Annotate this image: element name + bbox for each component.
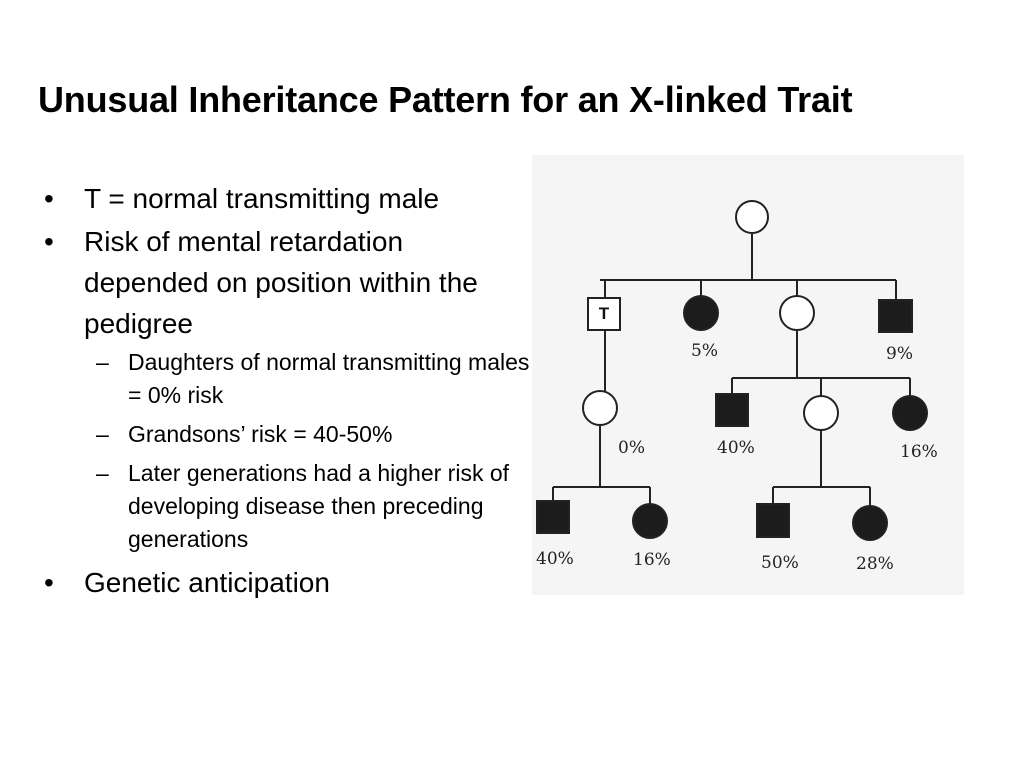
bullet-list: • T = normal transmitting male • Risk of… xyxy=(42,178,532,605)
pedigree-lines xyxy=(552,233,911,506)
sub-bullet-marker: – xyxy=(96,421,109,447)
founder-female-symbol xyxy=(735,200,769,234)
sub-bullet-item: – Daughters of normal transmitting males… xyxy=(42,346,532,412)
bullet-item: • Genetic anticipation xyxy=(42,562,532,603)
bullet-text: Risk of mental retardation depended on p… xyxy=(84,226,478,339)
carrier-female-symbol xyxy=(779,295,815,331)
bullet-text: T = normal transmitting male xyxy=(84,183,440,214)
affected-female-symbol xyxy=(892,395,928,431)
sub-bullet-list: – Daughters of normal transmitting males… xyxy=(42,346,532,556)
affected-female-symbol xyxy=(852,505,888,541)
risk-label: 40% xyxy=(717,438,755,458)
carrier-female-symbol xyxy=(803,395,839,431)
bullet-marker: • xyxy=(44,226,54,257)
sub-bullet-marker: – xyxy=(96,460,109,486)
sub-bullet-marker: – xyxy=(96,349,109,375)
sub-bullet-item: – Grandsons’ risk = 40-50% xyxy=(42,418,532,451)
risk-label: 16% xyxy=(900,442,938,462)
bullet-text: Genetic anticipation xyxy=(84,567,330,598)
risk-label: 40% xyxy=(536,549,574,569)
pedigree-chart: T 5% 9% 0% 40% 16% 40% 16% 50% 28% xyxy=(532,155,964,595)
pedigree-svg: T 5% 9% 0% 40% 16% 40% 16% 50% 28% xyxy=(532,155,964,595)
affected-male-symbol xyxy=(878,299,913,333)
risk-label: 28% xyxy=(856,554,894,574)
risk-label: 0% xyxy=(618,438,645,458)
bullet-marker: • xyxy=(44,567,54,598)
affected-male-symbol xyxy=(536,500,570,534)
bullet-marker: • xyxy=(44,183,54,214)
sub-bullet-text: Daughters of normal transmitting males =… xyxy=(128,349,530,408)
risk-label: 9% xyxy=(886,344,913,364)
risk-label: 50% xyxy=(761,553,799,573)
transmitting-male-symbol xyxy=(587,297,621,331)
bullet-item: • T = normal transmitting male xyxy=(42,178,532,219)
affected-male-symbol xyxy=(715,393,749,427)
risk-label: 16% xyxy=(633,550,671,570)
risk-label: 5% xyxy=(691,341,718,361)
slide-title: Unusual Inheritance Pattern for an X-lin… xyxy=(38,79,853,120)
sub-bullet-text: Grandsons’ risk = 40-50% xyxy=(128,421,393,447)
affected-male-symbol xyxy=(756,503,790,538)
daughter-of-t-symbol xyxy=(582,390,618,426)
transmitting-male-label: T xyxy=(599,304,610,323)
sub-bullet-text: Later generations had a higher risk of d… xyxy=(128,460,510,552)
sub-bullet-item: – Later generations had a higher risk of… xyxy=(42,457,532,556)
bullet-item: • Risk of mental retardation depended on… xyxy=(42,221,532,344)
affected-female-symbol xyxy=(632,503,668,539)
affected-female-symbol xyxy=(683,295,719,331)
